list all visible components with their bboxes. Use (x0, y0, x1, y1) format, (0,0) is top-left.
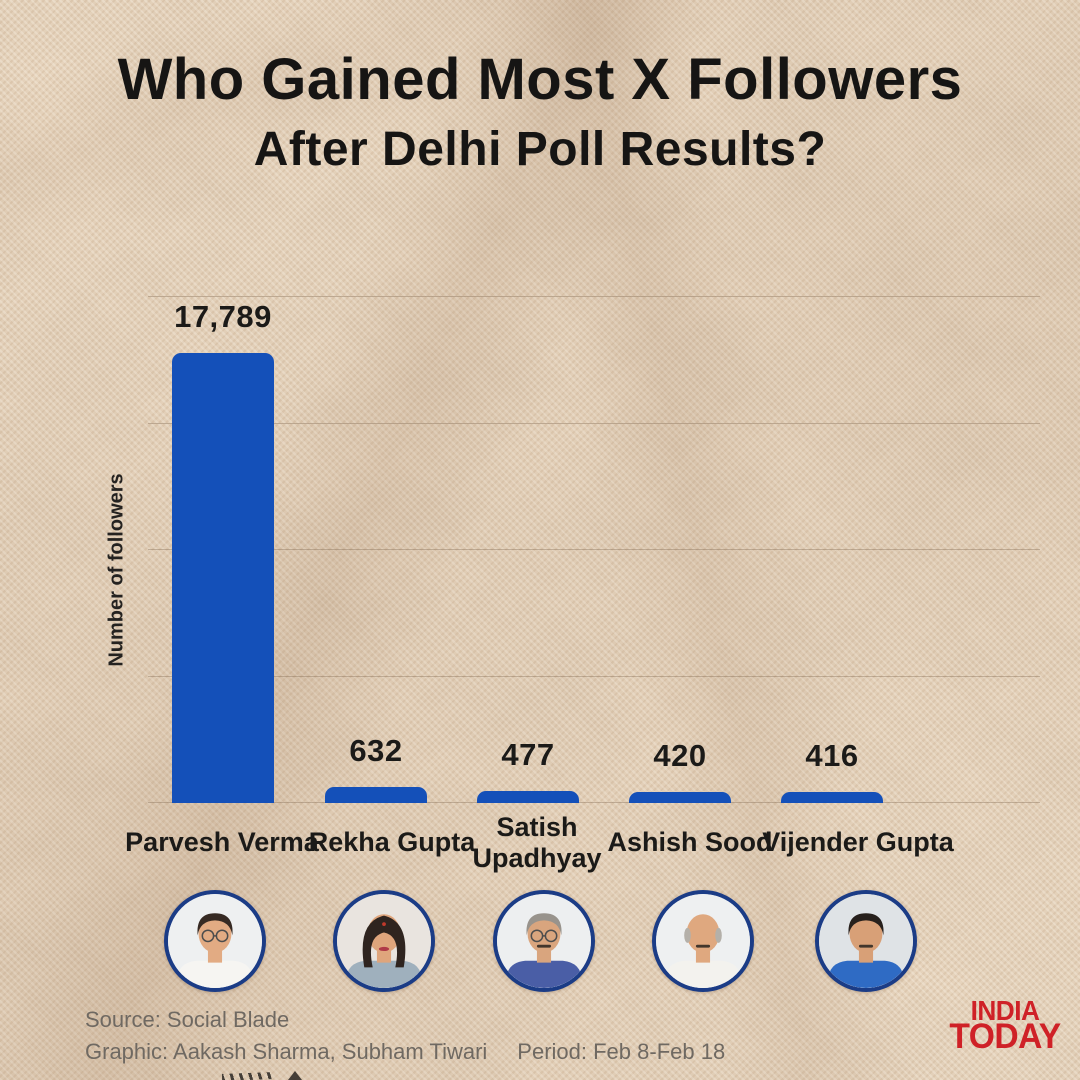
gridline-10000 (148, 549, 1040, 550)
bar-chart-plot-area (148, 296, 1040, 803)
bar-rekha-gupta (325, 787, 427, 803)
avatar-satish-upadhyay (493, 890, 595, 992)
avatar-ashish-sood (652, 890, 754, 992)
bar-ashish-sood (629, 792, 731, 803)
value-label-satish-upadhyay: 477 (501, 736, 555, 772)
bar-vijender-gupta (781, 792, 883, 803)
name-label-vijender-gupta: Vijender Gupta (762, 827, 954, 858)
name-label-ashish-sood: Ashish Sood (607, 827, 773, 858)
y-axis-label: Number of followers (105, 473, 128, 667)
source-credit: Source: Social Blade (85, 1007, 290, 1032)
value-label-parvesh-verma: 17,789 (174, 298, 272, 334)
gridline-15000 (148, 422, 1040, 424)
period-label: Period: Feb 8-Feb 18 (517, 1039, 726, 1064)
value-label-vijender-gupta: 416 (805, 738, 859, 774)
name-label-parvesh-verma: Parvesh Verma (125, 827, 319, 858)
title-line-2: After Delhi Poll Results? (253, 122, 827, 176)
value-label-ashish-sood: 420 (653, 738, 707, 774)
name-label-satish-upadhyay: Satish Upadhyay (472, 811, 602, 873)
cropped-text-fragment (288, 1071, 302, 1080)
avatar-rekha-gupta (333, 890, 435, 992)
name-label-rekha-gupta: Rekha Gupta (308, 827, 476, 858)
logo-line-today: TODAY (949, 1016, 1061, 1056)
bar-parvesh-verma (172, 352, 274, 803)
bar-satish-upadhyay (477, 790, 579, 803)
avatar-vijender-gupta (815, 890, 917, 992)
footer-credits: Source: Social Blade Graphic: Aakash Sha… (85, 1004, 725, 1068)
logo-line-india: INDIA (970, 995, 1040, 1027)
value-label-rekha-gupta: 632 (349, 733, 403, 768)
gridline-5000 (148, 675, 1040, 677)
graphic-credit: Graphic: Aakash Sharma, Subham Tiwari (85, 1039, 488, 1064)
india-today-logo: INDIA TODAY (949, 995, 1061, 1056)
gridline-20000 (148, 296, 1040, 297)
cropped-text-fragment (221, 1072, 273, 1080)
avatar-parvesh-verma (164, 890, 266, 992)
gridline-0 (148, 802, 1040, 803)
title-line-1: Who Gained Most X Followers (117, 47, 963, 112)
chart-title: Who Gained Most X Followers After Delhi … (0, 48, 1080, 177)
